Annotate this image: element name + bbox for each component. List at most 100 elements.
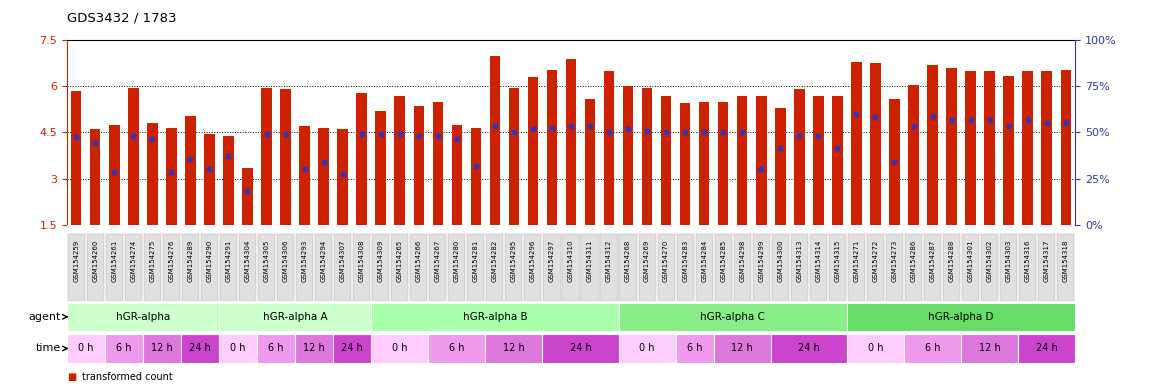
Text: 0 h: 0 h [78, 343, 93, 354]
Bar [846, 303, 1075, 331]
FancyBboxPatch shape [696, 234, 713, 301]
Bar [846, 334, 904, 363]
FancyBboxPatch shape [201, 234, 218, 301]
Text: GSM154302: GSM154302 [987, 239, 992, 281]
Bar [356, 93, 367, 225]
Text: GSM154265: GSM154265 [397, 239, 402, 281]
Bar [1022, 71, 1033, 225]
FancyBboxPatch shape [791, 234, 808, 301]
FancyBboxPatch shape [124, 234, 141, 301]
Bar [432, 102, 443, 225]
Text: 0 h: 0 h [639, 343, 654, 354]
Text: hGR-alpha B: hGR-alpha B [462, 312, 527, 322]
FancyBboxPatch shape [886, 234, 903, 301]
FancyBboxPatch shape [714, 234, 731, 301]
Bar [714, 334, 770, 363]
Bar [965, 71, 976, 225]
FancyBboxPatch shape [848, 234, 865, 301]
Bar [1060, 70, 1071, 225]
Text: 12 h: 12 h [151, 343, 172, 354]
Bar [218, 303, 371, 331]
Text: GSM154268: GSM154268 [626, 239, 631, 281]
FancyBboxPatch shape [810, 234, 827, 301]
FancyBboxPatch shape [905, 234, 922, 301]
FancyBboxPatch shape [391, 234, 408, 301]
Text: GSM154288: GSM154288 [949, 239, 954, 281]
Bar [414, 106, 424, 225]
FancyBboxPatch shape [411, 234, 428, 301]
Bar [871, 63, 881, 225]
Bar [699, 102, 710, 225]
Bar [470, 128, 481, 225]
Bar [661, 96, 672, 225]
Bar [485, 334, 543, 363]
Text: 6 h: 6 h [687, 343, 703, 354]
Text: GSM154309: GSM154309 [377, 239, 384, 282]
Bar [296, 334, 334, 363]
Text: GSM154307: GSM154307 [339, 239, 346, 282]
Bar [543, 334, 619, 363]
Text: 0 h: 0 h [868, 343, 883, 354]
FancyBboxPatch shape [524, 234, 542, 301]
Bar [71, 91, 82, 225]
Text: GSM154301: GSM154301 [967, 239, 974, 282]
Text: GSM154300: GSM154300 [777, 239, 783, 282]
Text: hGR-alpha C: hGR-alpha C [700, 312, 765, 322]
Bar [946, 68, 957, 225]
FancyBboxPatch shape [772, 234, 789, 301]
Bar [680, 103, 690, 225]
Text: GSM154313: GSM154313 [796, 239, 803, 282]
Bar [261, 88, 271, 225]
Text: 12 h: 12 h [979, 343, 1000, 354]
Bar [166, 128, 177, 225]
Bar [371, 303, 619, 331]
Text: transformed count: transformed count [82, 372, 172, 382]
Text: GSM154274: GSM154274 [130, 239, 137, 281]
FancyBboxPatch shape [239, 234, 256, 301]
Text: hGR-alpha D: hGR-alpha D [928, 312, 994, 322]
Bar [337, 129, 347, 225]
Bar [795, 89, 805, 225]
Bar [927, 65, 937, 225]
Text: GSM154267: GSM154267 [435, 239, 440, 281]
Bar [889, 99, 899, 225]
Text: 0 h: 0 h [392, 343, 407, 354]
Text: GSM154298: GSM154298 [739, 239, 745, 281]
Bar [109, 125, 120, 225]
FancyBboxPatch shape [373, 234, 389, 301]
Bar [756, 96, 767, 225]
Text: 6 h: 6 h [925, 343, 941, 354]
Bar [185, 116, 196, 225]
Text: GSM154296: GSM154296 [530, 239, 536, 281]
Bar [67, 303, 218, 331]
Text: 12 h: 12 h [304, 343, 325, 354]
Bar [223, 136, 233, 225]
Text: 24 h: 24 h [342, 343, 363, 354]
Bar [394, 96, 405, 225]
FancyBboxPatch shape [1057, 234, 1074, 301]
Bar [147, 123, 158, 225]
Bar [218, 334, 256, 363]
FancyBboxPatch shape [277, 234, 294, 301]
Bar [718, 102, 728, 225]
FancyBboxPatch shape [1019, 234, 1036, 301]
Text: GSM154281: GSM154281 [473, 239, 478, 281]
Text: GSM154287: GSM154287 [929, 239, 936, 281]
FancyBboxPatch shape [829, 234, 846, 301]
Text: GDS3432 / 1783: GDS3432 / 1783 [67, 12, 176, 25]
Bar [619, 334, 676, 363]
Text: hGR-alpha A: hGR-alpha A [262, 312, 328, 322]
FancyBboxPatch shape [963, 234, 979, 301]
FancyBboxPatch shape [429, 234, 446, 301]
Text: GSM154282: GSM154282 [492, 239, 498, 281]
Text: time: time [36, 343, 61, 354]
Bar [813, 96, 823, 225]
Bar [105, 334, 143, 363]
Text: GSM154299: GSM154299 [758, 239, 765, 281]
Text: GSM154305: GSM154305 [263, 239, 269, 281]
FancyBboxPatch shape [562, 234, 580, 301]
Bar [243, 168, 253, 225]
FancyBboxPatch shape [505, 234, 522, 301]
Bar [775, 108, 785, 225]
FancyBboxPatch shape [258, 234, 275, 301]
